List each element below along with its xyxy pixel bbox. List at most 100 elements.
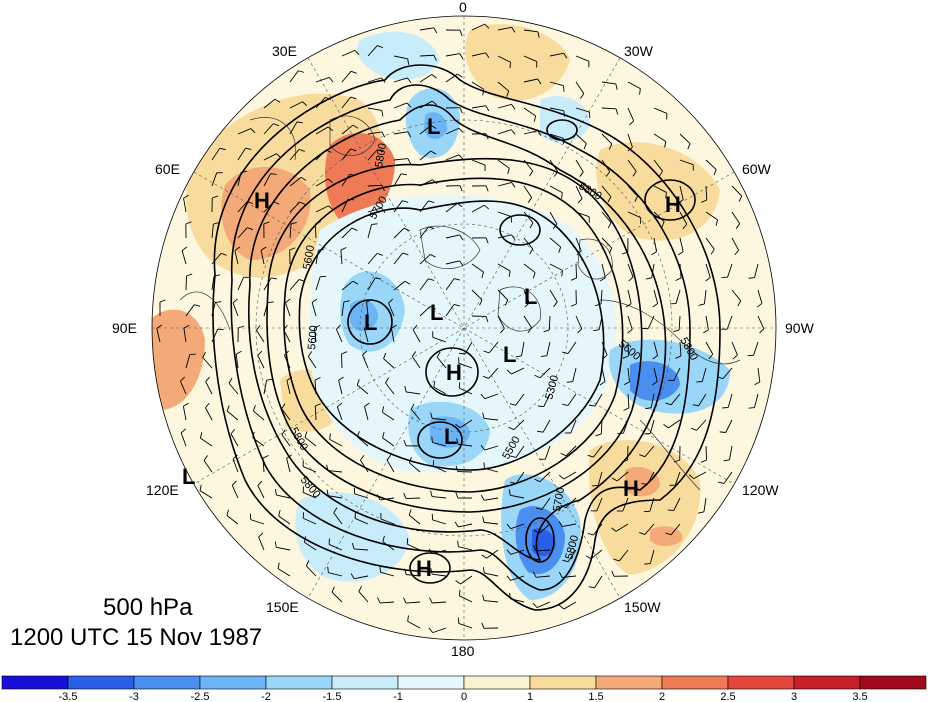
wind-barb	[649, 419, 655, 434]
wind-barb	[515, 471, 525, 484]
wind-barb	[367, 184, 383, 187]
wind-barb-flag	[376, 494, 381, 501]
wind-barb	[675, 289, 681, 304]
wind-barb-flag	[381, 110, 384, 117]
wind-barb	[328, 572, 343, 577]
wind-barb	[393, 227, 405, 239]
wind-barb	[445, 154, 460, 161]
wind-barb	[497, 289, 509, 301]
wind-barb-flag	[667, 379, 674, 382]
wind-barb-flag	[430, 254, 436, 258]
wind-barb-flag	[537, 31, 540, 38]
wind-barb-flag	[570, 303, 577, 307]
wind-barb	[315, 76, 330, 83]
wind-barb-flag	[482, 516, 485, 523]
wind-barb-flag	[759, 328, 765, 334]
wind-barb-flag	[457, 540, 459, 547]
wind-barb-flag	[377, 45, 384, 49]
wind-barb-flag	[381, 406, 385, 413]
wind-barb-flag	[284, 350, 289, 356]
wind-barb	[644, 445, 655, 458]
lon-label-30w: 30W	[624, 43, 654, 59]
wind-barb	[237, 227, 248, 239]
wind-barb	[679, 133, 691, 145]
high-center: H	[446, 360, 462, 385]
wind-barb-flag	[199, 484, 202, 491]
wind-barb	[471, 105, 486, 109]
wind-barb	[341, 49, 355, 57]
wind-barb	[360, 459, 369, 473]
cold-anomaly-center	[308, 194, 617, 473]
wind-barb-flag	[482, 594, 485, 601]
wind-barb-flag	[621, 459, 628, 463]
wind-barb	[594, 575, 603, 589]
wind-barb	[250, 519, 265, 525]
wind-barb	[484, 497, 499, 501]
wind-barb-flag	[263, 221, 270, 225]
wind-barb	[679, 263, 682, 278]
wind-barb	[601, 81, 616, 85]
wind-barb	[445, 73, 458, 83]
low-center: L	[430, 300, 443, 325]
wind-barb-flag	[627, 146, 633, 152]
wind-barb-flag	[350, 148, 357, 152]
wind-barb	[653, 185, 667, 193]
wind-barb	[567, 549, 577, 562]
wind-barb	[335, 328, 343, 343]
wind-barb-flag	[529, 170, 534, 177]
wind-barb-flag	[534, 478, 541, 483]
lon-label-120e: 120E	[146, 482, 179, 498]
wind-barb	[598, 315, 603, 330]
wind-barb	[263, 302, 269, 317]
wind-barb	[393, 131, 408, 135]
wind-barb-flag	[459, 107, 463, 114]
wind-barb	[281, 434, 291, 447]
colorbar-tick-label: -2	[261, 691, 271, 702]
wind-barb-flag	[529, 248, 534, 255]
wind-barb	[338, 380, 343, 395]
wind-barb-flag	[341, 351, 348, 355]
wind-barb-flag	[199, 432, 203, 439]
wind-barb	[406, 601, 421, 604]
wind-barb	[653, 237, 657, 252]
wind-barb-flag	[338, 376, 344, 381]
wind-barb	[419, 125, 432, 135]
wind-barb-flag	[600, 277, 606, 282]
low-center: L	[524, 284, 537, 309]
wind-barb-flag	[595, 303, 602, 307]
wind-barb	[726, 315, 733, 330]
warm-anomaly-nw	[596, 142, 720, 241]
wind-barb	[432, 519, 447, 525]
wind-barb	[497, 211, 512, 217]
wind-barb	[211, 172, 218, 187]
cold-anomaly-top-core	[424, 112, 448, 139]
wind-barb-flag	[213, 222, 220, 225]
wind-barb	[549, 289, 558, 303]
wind-barb	[754, 263, 759, 278]
wind-barb	[727, 393, 733, 408]
wind-barb-flag	[290, 221, 297, 225]
wind-barb	[367, 107, 382, 111]
wind-barb-flag	[625, 303, 632, 308]
wind-barb	[594, 393, 603, 407]
wind-barb	[575, 55, 590, 62]
wind-barb-flag	[343, 300, 350, 303]
wind-barb	[211, 276, 215, 291]
wind-barb	[627, 211, 641, 219]
wind-barb	[679, 237, 684, 252]
wind-barb-flag	[608, 143, 613, 150]
wind-barb-flag	[459, 234, 464, 241]
wind-barb-flag	[385, 377, 390, 384]
wind-barb	[627, 393, 630, 408]
wind-barb	[511, 367, 525, 375]
wind-barb-flag	[407, 58, 410, 65]
wind-barb	[705, 159, 717, 170]
wind-barb-flag	[430, 125, 437, 129]
wind-barb-flag	[705, 276, 711, 282]
wind-barb	[340, 250, 343, 265]
wind-barb-flag	[327, 566, 329, 573]
wind-barb	[510, 549, 525, 555]
wind-barb-flag	[506, 549, 512, 555]
wind-barb-flag	[430, 306, 436, 310]
wind-barb	[484, 572, 499, 577]
